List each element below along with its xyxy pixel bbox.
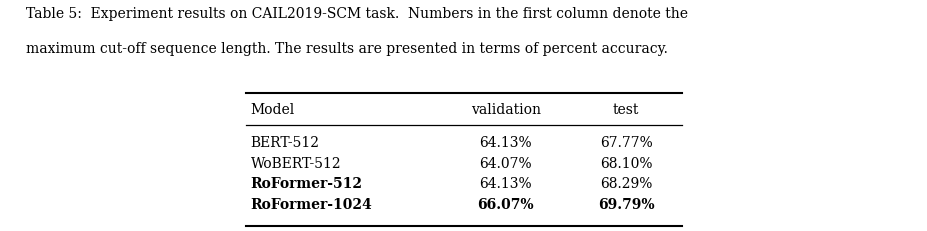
Text: BERT-512: BERT-512 [250,135,319,149]
Text: 64.07%: 64.07% [479,156,531,170]
Text: validation: validation [470,103,540,117]
Text: 68.10%: 68.10% [600,156,652,170]
Text: Table 5:  Experiment results on CAIL2019-SCM task.  Numbers in the first column : Table 5: Experiment results on CAIL2019-… [26,7,687,21]
Text: 66.07%: 66.07% [476,198,534,211]
Text: 64.13%: 64.13% [479,177,531,191]
Text: 64.13%: 64.13% [479,135,531,149]
Text: 67.77%: 67.77% [600,135,652,149]
Text: Model: Model [250,103,295,117]
Text: 69.79%: 69.79% [597,198,654,211]
Text: RoFormer-1024: RoFormer-1024 [250,198,372,211]
Text: 68.29%: 68.29% [600,177,652,191]
Text: WoBERT-512: WoBERT-512 [250,156,341,170]
Text: maximum cut-off sequence length. The results are presented in terms of percent a: maximum cut-off sequence length. The res… [26,42,667,55]
Text: test: test [612,103,638,117]
Text: RoFormer-512: RoFormer-512 [250,177,362,191]
